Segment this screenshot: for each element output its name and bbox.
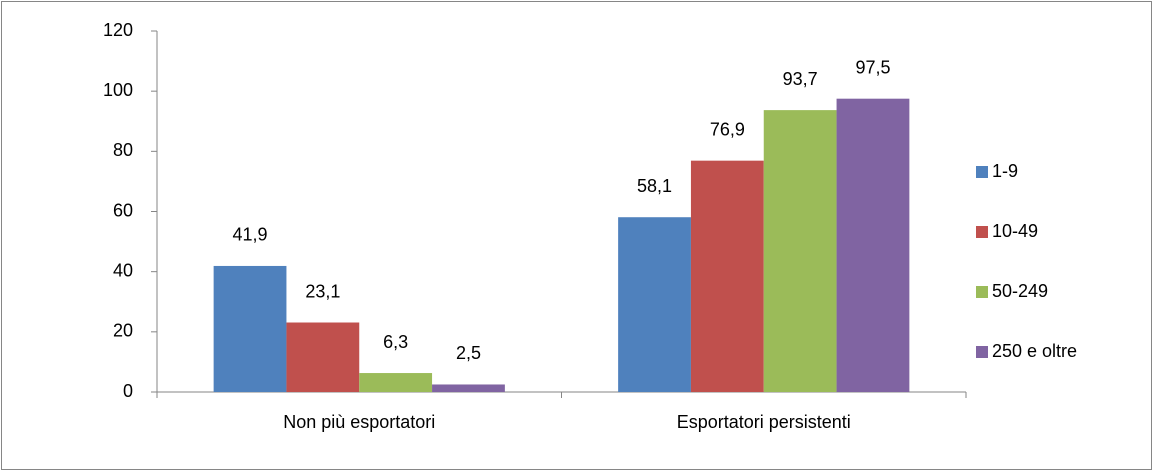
value-label: 23,1 (305, 281, 340, 301)
legend-swatch (976, 286, 988, 298)
legend-label: 250 e oltre (992, 341, 1077, 361)
y-tick-label: 80 (113, 140, 133, 160)
legend-label: 1-9 (992, 161, 1018, 181)
bar (286, 322, 360, 392)
y-tick-label: 100 (103, 80, 133, 100)
bar (690, 160, 764, 392)
value-label: 6,3 (383, 332, 408, 352)
bar (836, 98, 910, 392)
value-label: 41,9 (233, 225, 268, 245)
legend-swatch (976, 166, 988, 178)
y-tick-label: 120 (103, 20, 133, 40)
bar (213, 265, 287, 392)
bar (432, 384, 505, 392)
y-tick-label: 40 (113, 260, 133, 280)
value-label: 76,9 (710, 119, 745, 139)
legend-swatch (976, 346, 988, 358)
value-label: 93,7 (783, 69, 818, 89)
legend-label: 10-49 (992, 221, 1038, 241)
value-label: 2,5 (456, 343, 481, 363)
legend-swatch (976, 226, 988, 238)
bar (763, 110, 837, 392)
y-tick-label: 0 (123, 381, 133, 401)
legend-label: 50-249 (992, 281, 1048, 301)
value-label: 58,1 (637, 176, 672, 196)
bar (359, 373, 433, 392)
y-tick-label: 60 (113, 200, 133, 220)
bar (618, 217, 691, 392)
x-tick-label: Esportatori persistenti (677, 412, 851, 432)
x-tick-label: Non più esportatori (283, 412, 435, 432)
value-label: 97,5 (855, 57, 890, 77)
y-tick-label: 20 (113, 321, 133, 341)
